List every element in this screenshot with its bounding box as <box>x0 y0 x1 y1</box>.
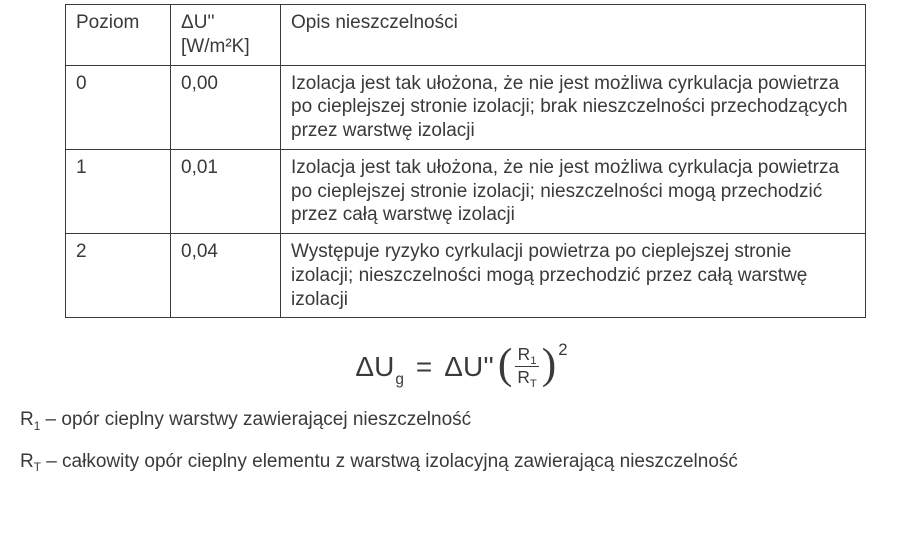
def-text: – całkowity opór cieplny elementu z wars… <box>41 451 738 472</box>
nieszczelnosc-table: Poziom ΔU'' [W/m²K] Opis nieszczelności … <box>65 4 866 318</box>
cell-poziom: 1 <box>66 149 171 233</box>
lhs-main: ΔU <box>355 351 394 382</box>
formula: ΔUg = ΔU'' ( R1 RT ) 2 <box>355 346 567 386</box>
frac-denominator: RT <box>515 369 538 386</box>
def-sym-sub: 1 <box>34 420 41 433</box>
def-sym-main: R <box>20 409 34 430</box>
paren-group: ( R1 RT ) 2 <box>498 346 568 386</box>
power: 2 <box>558 340 567 361</box>
cell-poziom: 2 <box>66 234 171 318</box>
formula-block: ΔUg = ΔU'' ( R1 RT ) 2 <box>10 346 913 386</box>
table-row: 0 0,00 Izolacja jest tak ułożona, że nie… <box>66 65 866 149</box>
table-header-row: Poziom ΔU'' [W/m²K] Opis nieszczelności <box>66 5 866 66</box>
definition-line: R1 – opór cieplny warstwy zawierającej n… <box>20 408 913 432</box>
definition-line: RT – całkowity opór cieplny elementu z w… <box>20 450 913 474</box>
frac-den-main: R <box>517 367 530 387</box>
lhs-sub: g <box>395 371 404 388</box>
cell-deltau: 0,00 <box>171 65 281 149</box>
def-text: – opór cieplny warstwy zawierającej nies… <box>40 409 471 430</box>
cell-poziom: 0 <box>66 65 171 149</box>
col-header-deltau-l1: ΔU'' <box>181 12 215 33</box>
col-header-opis: Opis nieszczelności <box>281 5 866 66</box>
page-root: Poziom ΔU'' [W/m²K] Opis nieszczelności … <box>0 0 923 473</box>
def-sym-sub: T <box>34 461 41 474</box>
frac-den-sub: T <box>530 378 537 390</box>
cell-opis: Występuje ryzyko cyrkulacji powietrza po… <box>281 234 866 318</box>
col-header-deltau-l2: [W/m²K] <box>181 35 270 59</box>
right-paren: ) <box>542 345 556 384</box>
col-header-poziom-l1: Poziom <box>76 12 139 33</box>
col-header-opis-l1: Opis nieszczelności <box>291 12 458 33</box>
frac-numerator: R1 <box>516 346 539 363</box>
left-paren: ( <box>498 345 512 384</box>
fraction: R1 RT <box>515 346 538 386</box>
equals-sign: = <box>416 349 432 384</box>
cell-opis: Izolacja jest tak ułożona, że nie jest m… <box>281 65 866 149</box>
cell-deltau: 0,01 <box>171 149 281 233</box>
table-head: Poziom ΔU'' [W/m²K] Opis nieszczelności <box>66 5 866 66</box>
table-body: 0 0,00 Izolacja jest tak ułożona, że nie… <box>66 65 866 318</box>
cell-deltau: 0,04 <box>171 234 281 318</box>
definitions: R1 – opór cieplny warstwy zawierającej n… <box>20 408 913 474</box>
table-row: 1 0,01 Izolacja jest tak ułożona, że nie… <box>66 149 866 233</box>
rhs-coeff: ΔU'' <box>444 349 494 384</box>
col-header-poziom: Poziom <box>66 5 171 66</box>
frac-num-sub: 1 <box>530 355 536 367</box>
def-sym-main: R <box>20 451 34 472</box>
col-header-deltau: ΔU'' [W/m²K] <box>171 5 281 66</box>
formula-lhs: ΔUg <box>355 349 404 384</box>
table-row: 2 0,04 Występuje ryzyko cyrkulacji powie… <box>66 234 866 318</box>
frac-num-main: R <box>518 344 531 364</box>
cell-opis: Izolacja jest tak ułożona, że nie jest m… <box>281 149 866 233</box>
